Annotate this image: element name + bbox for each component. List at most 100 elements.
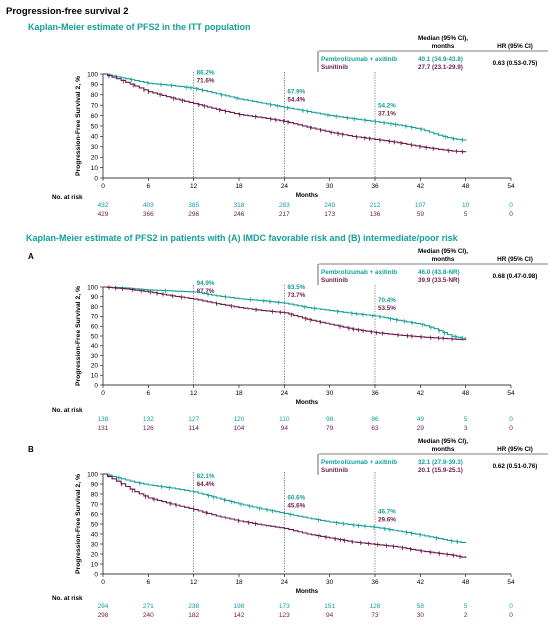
at-risk-suni-value: 173 (324, 211, 335, 218)
at-risk-suni-value: 94 (281, 425, 289, 432)
axes: 0 10 20 30 40 50 60 70 80 90 100 0 6 12 18 24 30 36 42 48 54… (75, 471, 515, 595)
at-risk-suni-value: 114 (188, 425, 199, 432)
y-tick-label: 100 (87, 71, 98, 78)
y-tick-label: 20 (91, 155, 99, 162)
landmark-pembro-label: 67.9% (287, 88, 305, 95)
y-tick-label: 70 (91, 501, 99, 508)
censor-marks-pembro (108, 73, 463, 143)
x-tick-label: 0 (101, 579, 105, 586)
censor-marks-suni (108, 73, 463, 154)
y-tick-label: 0 (94, 382, 98, 389)
censor-marks-pembro (164, 288, 463, 341)
at-risk-suni-value: 142 (234, 612, 245, 619)
y-tick-label: 60 (91, 324, 99, 331)
at-risk-suni-value: 73 (371, 612, 379, 619)
landmark-suni-label: 71.6% (197, 77, 215, 84)
at-risk-pembro-value: 198 (234, 603, 245, 610)
y-tick-label: 100 (87, 284, 98, 291)
at-risk-pembro-value: 385 (188, 202, 199, 209)
y-tick-label: 100 (87, 471, 98, 478)
x-tick-label: 30 (326, 183, 334, 190)
y-tick-label: 0 (94, 571, 98, 578)
x-tick-label: 30 (326, 579, 334, 586)
landmark-suni-label: 73.7% (287, 292, 305, 299)
at-risk-suni-value: 131 (98, 425, 109, 432)
x-tick-label: 6 (147, 579, 151, 586)
y-tick-label: 70 (91, 103, 99, 110)
numbers-at-risk: No. at risk 432 403 385 318 283 249 212 107 10 0 42… (52, 194, 513, 218)
landmark-suni-label: 29.6% (378, 516, 396, 523)
y-tick-label: 50 (91, 521, 99, 528)
landmark-pembro-label: 82.1% (197, 473, 215, 480)
at-risk-suni-value: 182 (188, 612, 199, 619)
x-tick-label: 54 (507, 183, 515, 190)
y-tick-label: 60 (91, 511, 99, 518)
hr-value: 0.68 (0.47-0.98) (493, 273, 538, 280)
x-tick-label: 12 (190, 390, 198, 397)
landmark-pembro-label: 54.2% (378, 103, 396, 110)
table-row-median: 27.7 (23.1-29.9) (418, 64, 463, 71)
hr-header: HR (95% CI) (497, 256, 533, 263)
panel-label: B (28, 445, 34, 454)
y-tick-label: 80 (91, 491, 99, 498)
at-risk-suni-value: 0 (509, 612, 513, 619)
y-tick-label: 40 (91, 343, 99, 350)
x-tick-label: 24 (281, 390, 289, 397)
x-tick-label: 48 (462, 390, 470, 397)
landmark-pembro-label: 86.2% (197, 69, 215, 76)
at-risk-pembro-value: 318 (234, 202, 245, 209)
at-risk-pembro-value: 432 (98, 202, 109, 209)
landmark-pembro-label: 94.9% (197, 280, 215, 287)
y-tick-label: 10 (91, 165, 99, 172)
y-tick-label: 80 (91, 92, 99, 99)
landmark-suni-label: 45.6% (287, 502, 305, 509)
at-risk-pembro-value: 110 (279, 416, 290, 423)
x-tick-label: 18 (235, 390, 243, 397)
at-risk-suni-value: 136 (370, 211, 381, 218)
x-tick-label: 12 (190, 579, 198, 586)
at-risk-suni-value: 94 (326, 612, 334, 619)
y-tick-label: 30 (91, 541, 99, 548)
at-risk-pembro-value: 212 (370, 202, 381, 209)
x-tick-label: 18 (235, 183, 243, 190)
y-tick-label: 20 (91, 551, 99, 558)
numbers-at-risk: No. at risk 138 132 127 120 110 98 86 49 5 0 131 126… (52, 407, 513, 432)
censor-marks-suni (108, 285, 453, 342)
table-row-median: 40.1 (34.9-43.8) (418, 56, 463, 63)
at-risk-pembro-value: 173 (279, 603, 290, 610)
table-row-median: 32.1 (27.9-39.3) (418, 459, 463, 466)
median-header: Median (95% CI), months (418, 248, 468, 263)
y-tick-label: 60 (91, 113, 99, 120)
y-tick-label: 90 (91, 294, 99, 301)
landmark-suni-label: 87.7% (197, 288, 215, 295)
x-tick-label: 42 (417, 390, 425, 397)
hr-header: HR (95% CI) (497, 446, 533, 453)
y-tick-label: 30 (91, 353, 99, 360)
x-tick-label: 12 (190, 183, 198, 190)
at-risk-pembro-value: 0 (509, 603, 513, 610)
y-tick-label: 0 (94, 175, 98, 182)
y-tick-label: 90 (91, 481, 99, 488)
at-risk-pembro-value: 127 (188, 416, 199, 423)
y-tick-label: 70 (91, 314, 99, 321)
at-risk-suni-value: 429 (98, 211, 109, 218)
y-tick-label: 10 (91, 561, 99, 568)
landmark-suni-label: 64.4% (197, 481, 215, 488)
table-row-median: 20.1 (15.9-25.1) (418, 467, 463, 474)
y-tick-label: 40 (91, 531, 99, 538)
at-risk-suni-value: 79 (326, 425, 334, 432)
landmark-suni-label: 54.4% (287, 96, 305, 103)
at-risk-pembro-value: 283 (279, 202, 290, 209)
at-risk-suni-value: 63 (371, 425, 379, 432)
at-risk-pembro-value: 249 (324, 202, 335, 209)
table-row-name: Pembrolizumab + axitinib (321, 56, 397, 63)
at-risk-suni-value: 217 (279, 211, 290, 218)
hr-header: HR (95% CI) (497, 43, 533, 50)
table-row-median: 39.9 (33.5-NR) (418, 277, 460, 284)
at-risk-suni-value: 29 (417, 425, 425, 432)
y-tick-label: 10 (91, 373, 99, 380)
at-risk-suni-value: 123 (279, 612, 290, 619)
x-tick-label: 36 (371, 390, 379, 397)
